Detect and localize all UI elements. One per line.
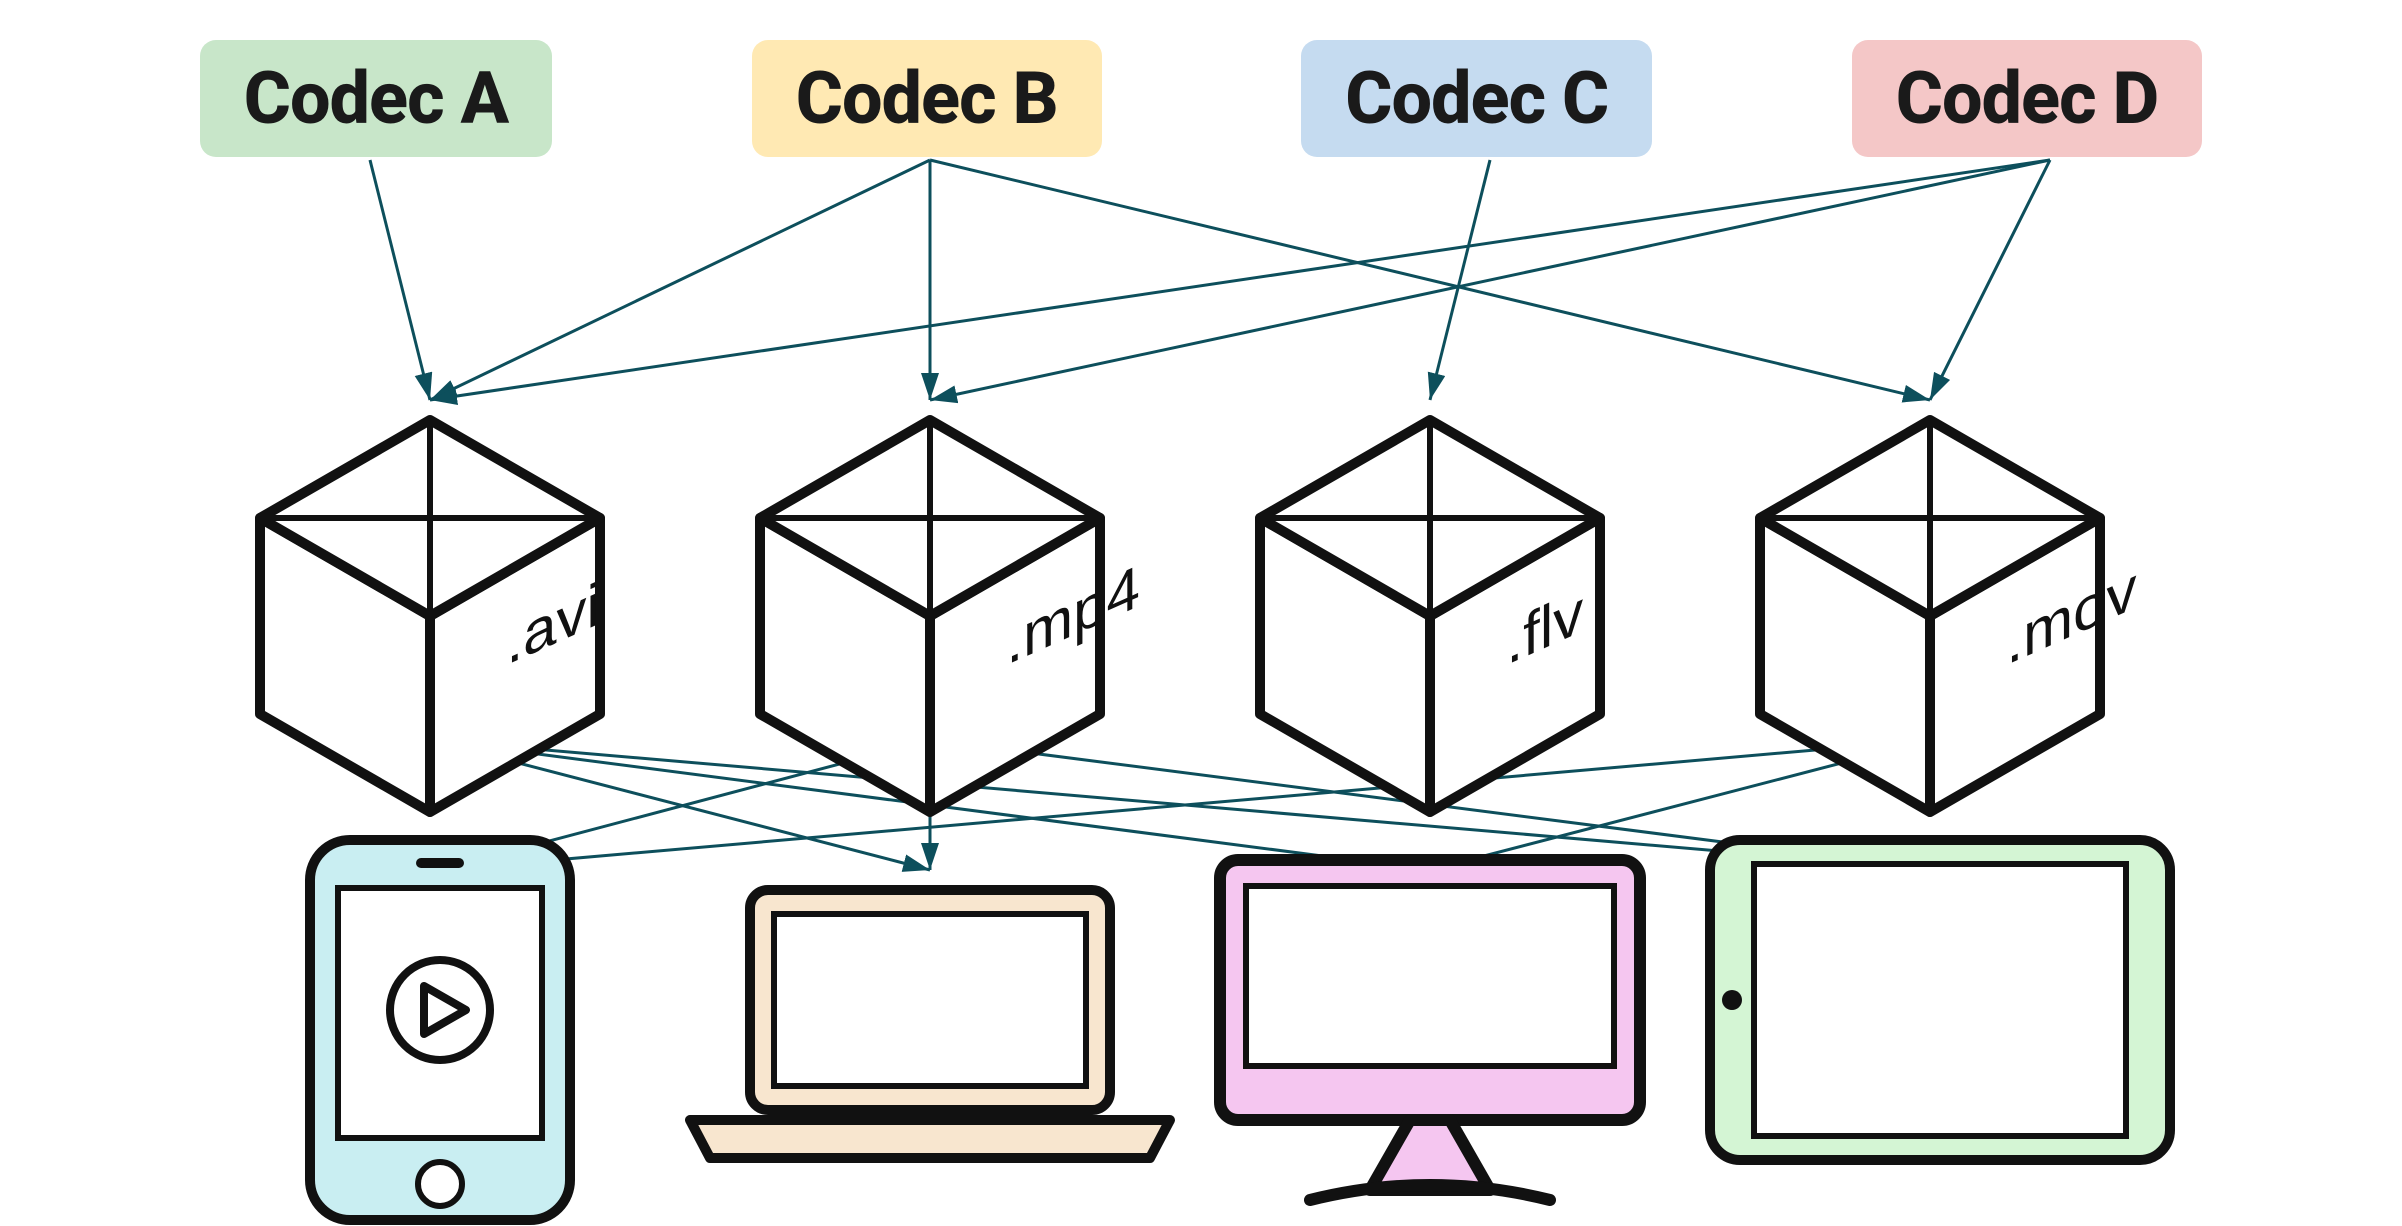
laptop-icon: [690, 890, 1170, 1158]
container-box-icon: .flv: [1260, 420, 1600, 812]
codec-c-label: Codec C: [1301, 40, 1652, 157]
arrow: [1430, 160, 1490, 400]
arrow: [930, 160, 1930, 400]
arrow: [930, 160, 2050, 400]
container-boxes-layer: .avi .mp4 .flv .mov: [0, 0, 2402, 1226]
container-box-icon: .mp4: [760, 420, 1140, 812]
arrow: [430, 740, 1940, 870]
codec-a-label: Codec A: [200, 40, 552, 157]
phone-icon: [310, 840, 570, 1220]
devices-layer: [0, 0, 2402, 1226]
arrow: [430, 160, 2050, 400]
container-box-icon: .mov: [1760, 420, 2137, 812]
arrow: [1430, 740, 1930, 870]
codec-b-label: Codec B: [752, 40, 1102, 157]
arrow: [1930, 160, 2050, 400]
container-label: .mov: [2007, 553, 2138, 678]
arrow: [930, 740, 1940, 870]
codec-row: Codec A Codec B Codec C Codec D: [0, 40, 2402, 157]
tablet-icon: [1710, 840, 2170, 1160]
arrow: [440, 740, 1930, 870]
arrow: [370, 160, 430, 400]
container-box-icon: .avi: [260, 420, 600, 812]
arrow: [430, 740, 1430, 870]
arrow: [430, 740, 930, 870]
diagram-stage: Codec A Codec B Codec C Codec D .avi .mp4…: [0, 0, 2402, 1226]
container-label: .mp4: [1007, 552, 1140, 678]
codec-d-label: Codec D: [1852, 40, 2202, 157]
arrow: [430, 160, 930, 400]
container-label: .flv: [1507, 577, 1584, 678]
monitor-icon: [1220, 860, 1640, 1200]
arrow: [440, 740, 930, 870]
arrows-layer: [0, 0, 2402, 1226]
container-label: .avi: [507, 570, 600, 678]
